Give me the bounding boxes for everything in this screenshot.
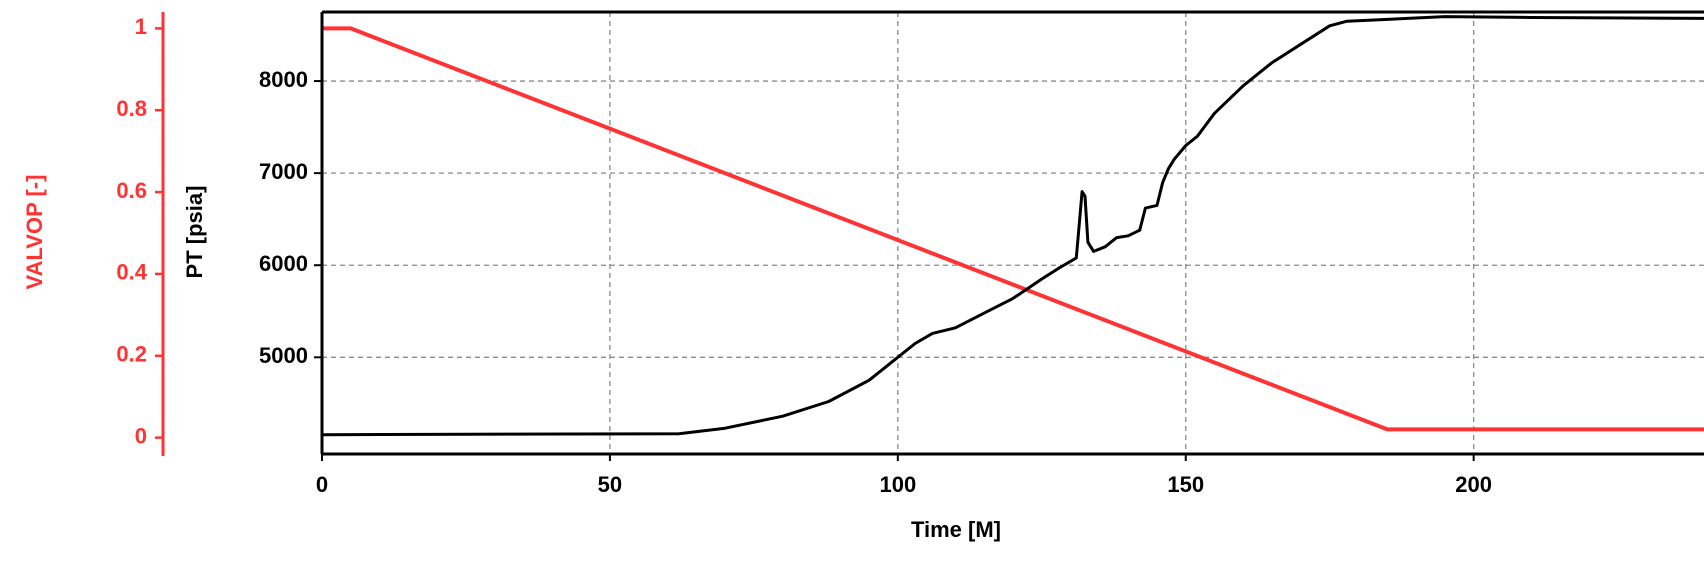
y-tick-label-valvop: 0.8: [116, 96, 147, 121]
y-tick-label-valvop: 0.4: [116, 260, 147, 285]
x-axis-label: Time [M]: [911, 517, 1001, 542]
x-axis: 0 50 100 150 200: [316, 454, 1492, 497]
y-tick-label-valvop: 0.6: [116, 178, 147, 203]
x-tick-label: 50: [598, 472, 622, 497]
y-tick-label-valvop: 0: [135, 423, 147, 448]
y-axis-pt: 5000 6000 7000 8000: [259, 67, 322, 368]
series-line-pt: [321, 15, 1704, 437]
y-tick-label-pt: 5000: [259, 343, 308, 368]
y-axis-valvop: 0 0.2 0.4 0.6 0.8 1: [116, 12, 165, 456]
x-tick-label: 200: [1455, 472, 1492, 497]
y-tick-label-pt: 7000: [259, 159, 308, 184]
series-layer: [321, 15, 1704, 437]
y-tick-label-pt: 6000: [259, 251, 308, 276]
y-axis-label-pt: PT [psia]: [182, 186, 207, 279]
plot-frame: [320, 10, 1704, 456]
y-axis-label-valvop: VALVOP [-]: [22, 175, 47, 290]
y-tick-label-valvop: 1: [135, 14, 147, 39]
y-tick-label-valvop: 0.2: [116, 342, 147, 367]
x-tick-label: 150: [1167, 472, 1204, 497]
x-tick-label: 0: [316, 472, 328, 497]
series-line-valvop: [322, 26, 1704, 432]
grid: [322, 12, 1704, 454]
y-tick-label-pt: 8000: [259, 67, 308, 92]
x-tick-label: 100: [879, 472, 916, 497]
